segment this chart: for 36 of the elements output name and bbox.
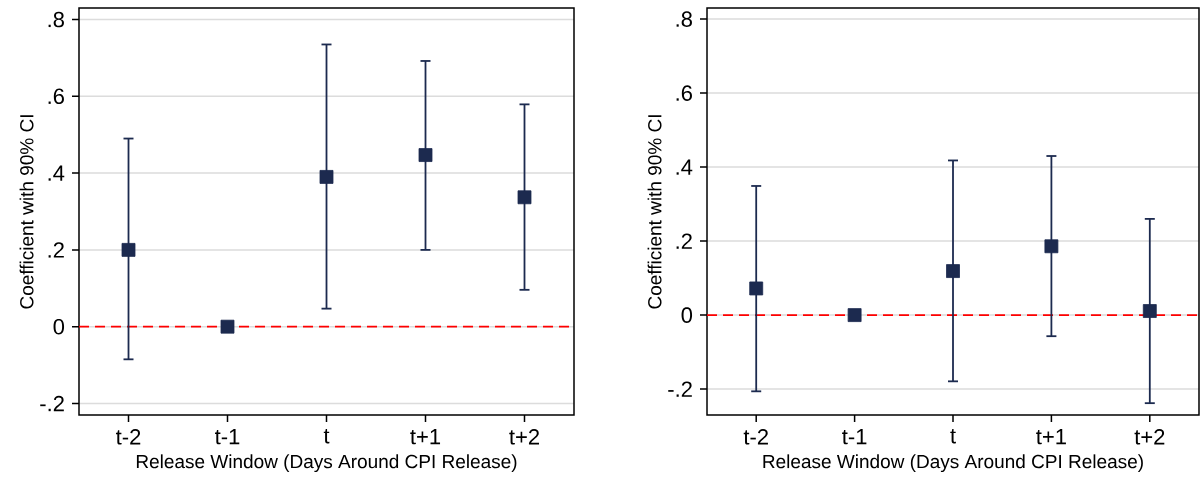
y-tick-label: .8 bbox=[676, 11, 692, 27]
x-tick-label: t-1 bbox=[842, 429, 867, 445]
x-tick-label: t bbox=[323, 429, 330, 444]
point bbox=[220, 319, 235, 334]
point bbox=[517, 190, 532, 205]
point bbox=[749, 281, 764, 296]
point bbox=[1142, 304, 1157, 318]
y-tick-label: .2 bbox=[676, 233, 692, 249]
y-tick-label: .4 bbox=[48, 165, 65, 181]
y-tick-label: 0 bbox=[53, 318, 65, 335]
x-tick-label: t+2 bbox=[509, 429, 539, 445]
point bbox=[418, 148, 433, 162]
x-tick-label: t+1 bbox=[410, 429, 441, 445]
x-tick-label: t-1 bbox=[215, 429, 240, 445]
x-tick-label: t-2 bbox=[743, 429, 768, 445]
y-tick-label: .6 bbox=[676, 85, 692, 101]
x-axis-title: Release Window (Days Around CPI Release) bbox=[763, 454, 1143, 473]
point bbox=[847, 308, 862, 322]
y-tick-label: .2 bbox=[48, 242, 64, 258]
x-tick-label: t+2 bbox=[1134, 429, 1165, 445]
y-tick-label: 0 bbox=[681, 307, 693, 323]
y-tick-label: .6 bbox=[48, 88, 64, 105]
y-tick-label: -.2 bbox=[668, 381, 692, 397]
x-tick-label: t+1 bbox=[1036, 429, 1066, 445]
point bbox=[946, 264, 960, 278]
point bbox=[1044, 239, 1059, 254]
y-axis-title: Coefficient with 90% CI bbox=[647, 115, 662, 309]
x-axis-title: Release Window (Days Around CPI Release) bbox=[136, 454, 517, 473]
x-tick-label: t-2 bbox=[116, 429, 141, 445]
y-tick-label: .8 bbox=[48, 11, 64, 28]
y-axis-title: Coefficient with 90% CI bbox=[19, 115, 34, 309]
y-tick-label: -.2 bbox=[40, 395, 64, 412]
point bbox=[319, 170, 334, 184]
point bbox=[121, 242, 136, 257]
x-tick-label: t bbox=[950, 429, 956, 444]
y-tick-label: .4 bbox=[676, 159, 693, 175]
